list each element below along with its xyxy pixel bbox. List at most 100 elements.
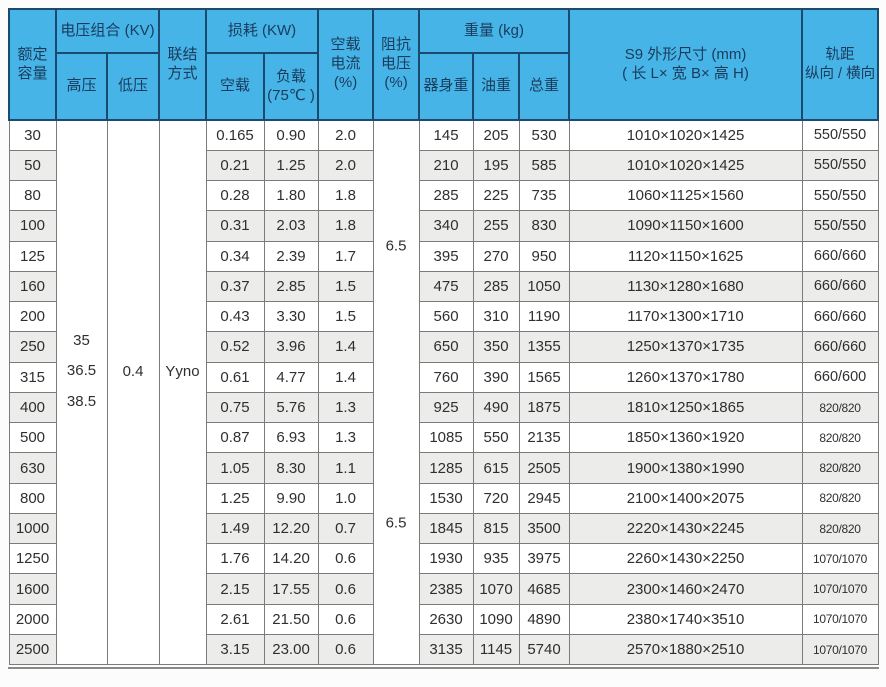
cell-dimensions: 2300×1460×2470 (568, 573, 803, 605)
table-row: 400 0.75 5.76 1.3 925 490 1875 1810×1250×1865 82… (8, 391, 879, 424)
cell-total-weight: 2945 (518, 482, 570, 514)
cell-body-weight: 1085 (418, 422, 474, 454)
cell-body-weight: 285 (418, 180, 474, 212)
cell-rail-gauge: 550/550 (801, 149, 879, 182)
table-row: 125 0.34 2.39 1.7 395 270 950 1120×1150×1625 660… (8, 240, 879, 272)
cell-no-load-current: 1.8 (317, 210, 374, 242)
cell-no-load-current: 1.3 (317, 391, 374, 424)
cell-rail-gauge: 660/660 (801, 331, 879, 363)
cell-capacity: 630 (8, 452, 57, 484)
cell-no-load-current: 1.4 (317, 361, 374, 393)
hv-value: 38.5 (66, 392, 97, 410)
table-row: 1250 1.76 14.20 0.6 1930 935 3975 2260×1430×225… (8, 543, 879, 575)
cell-total-weight: 585 (518, 149, 570, 182)
cell-load-loss: 21.50 (263, 603, 319, 636)
cell-load-loss: 2.39 (263, 240, 319, 272)
cell-rail-gauge: 1070/1070 (801, 603, 879, 636)
cell-no-load-current: 2.0 (317, 119, 374, 151)
cell-no-load-loss: 0.34 (205, 240, 265, 272)
cell-total-weight: 3500 (518, 512, 570, 545)
cell-body-weight: 395 (418, 240, 474, 272)
cell-load-loss: 2.03 (263, 210, 319, 242)
table-row: 315 0.61 4.77 1.4 760 390 1565 1260×1370×1780 66… (8, 361, 879, 393)
cell-capacity: 500 (8, 422, 57, 454)
cell-no-load-current: 0.6 (317, 543, 374, 575)
cell-oil-weight: 1145 (472, 634, 520, 666)
cell-capacity: 1000 (8, 512, 57, 545)
cell-body-weight: 925 (418, 391, 474, 424)
cell-rail-gauge: 550/550 (801, 210, 879, 242)
cell-hv-merged: 35 36.5 38.5 (55, 119, 108, 666)
table-row: 250 0.52 3.96 1.4 650 350 1355 1250×1370×1735 66… (8, 331, 879, 363)
table-body: 30 35 36.5 38.5 0.4 Yyno 0.165 0.90 2.0 6.5 6.5 145… (8, 119, 879, 666)
cell-load-loss: 5.76 (263, 391, 319, 424)
cell-rail-gauge: 660/660 (801, 240, 879, 272)
cell-dimensions: 1130×1280×1680 (568, 270, 803, 303)
cell-body-weight: 1285 (418, 452, 474, 484)
cell-dimensions: 2100×1400×2075 (568, 482, 803, 514)
cell-total-weight: 3975 (518, 543, 570, 575)
cell-dimensions: 1260×1370×1780 (568, 361, 803, 393)
cell-total-weight: 1190 (518, 301, 570, 333)
cell-dimensions: 1120×1150×1625 (568, 240, 803, 272)
cell-load-loss: 3.30 (263, 301, 319, 333)
cell-body-weight: 210 (418, 149, 474, 182)
cell-impedance-merged: 6.5 6.5 (372, 119, 420, 666)
table-row: 2500 3.15 23.00 0.6 3135 1145 5740 2570×1880×25… (8, 634, 879, 666)
cell-body-weight: 145 (418, 119, 474, 151)
cell-rail-gauge: 550/550 (801, 119, 879, 151)
cell-oil-weight: 720 (472, 482, 520, 514)
cell-load-loss: 17.55 (263, 573, 319, 605)
table-row: 630 1.05 8.30 1.1 1285 615 2505 1900×1380×1990 8… (8, 452, 879, 484)
cell-total-weight: 4685 (518, 573, 570, 605)
header-load-loss: 负载 (75℃ ) (263, 52, 320, 121)
cell-capacity: 315 (8, 361, 57, 393)
cell-load-loss: 8.30 (263, 452, 319, 484)
cell-capacity: 50 (8, 149, 57, 182)
cell-dimensions: 2260×1430×2250 (568, 543, 803, 575)
cell-body-weight: 1530 (418, 482, 474, 514)
cell-no-load-loss: 1.76 (205, 543, 265, 575)
cell-body-weight: 2385 (418, 573, 474, 605)
cell-dimensions: 1250×1370×1735 (568, 331, 803, 363)
cell-load-loss: 2.85 (263, 270, 319, 303)
cell-body-weight: 1930 (418, 543, 474, 575)
cell-no-load-current: 1.3 (317, 422, 374, 454)
cell-rail-gauge: 550/550 (801, 180, 879, 212)
cell-no-load-loss: 0.21 (205, 149, 265, 182)
cell-no-load-loss: 0.165 (205, 119, 265, 151)
cell-capacity: 30 (8, 119, 57, 151)
cell-capacity: 250 (8, 331, 57, 363)
cell-no-load-loss: 1.49 (205, 512, 265, 545)
cell-rail-gauge: 660/660 (801, 301, 879, 333)
cell-dimensions: 1060×1125×1560 (568, 180, 803, 212)
cell-body-weight: 3135 (418, 634, 474, 666)
cell-no-load-current: 1.1 (317, 452, 374, 484)
cell-load-loss: 0.90 (263, 119, 319, 151)
cell-rail-gauge: 1070/1070 (801, 634, 879, 666)
cell-oil-weight: 195 (472, 149, 520, 182)
cell-oil-weight: 205 (472, 119, 520, 151)
header-impedance-voltage: 阻抗 电压 (%) (372, 8, 421, 121)
cell-body-weight: 650 (418, 331, 474, 363)
cell-total-weight: 4890 (518, 603, 570, 636)
cell-oil-weight: 550 (472, 422, 520, 454)
cell-no-load-loss: 0.28 (205, 180, 265, 212)
cell-load-loss: 23.00 (263, 634, 319, 666)
cell-rail-gauge: 660/600 (801, 361, 879, 393)
table-row: 100 0.31 2.03 1.8 340 255 830 1090×1150×1600 550… (8, 210, 879, 242)
cell-total-weight: 2135 (518, 422, 570, 454)
cell-no-load-loss: 3.15 (205, 634, 265, 666)
cell-body-weight: 560 (418, 301, 474, 333)
cell-dimensions: 1170×1300×1710 (568, 301, 803, 333)
cell-body-weight: 340 (418, 210, 474, 242)
cell-no-load-current: 0.6 (317, 603, 374, 636)
cell-no-load-loss: 1.05 (205, 452, 265, 484)
cell-oil-weight: 490 (472, 391, 520, 424)
cell-oil-weight: 935 (472, 543, 520, 575)
cell-body-weight: 2630 (418, 603, 474, 636)
cell-oil-weight: 390 (472, 361, 520, 393)
cell-load-loss: 3.96 (263, 331, 319, 363)
cell-rail-gauge: 820/820 (801, 422, 879, 454)
cell-rail-gauge: 820/820 (801, 512, 879, 545)
